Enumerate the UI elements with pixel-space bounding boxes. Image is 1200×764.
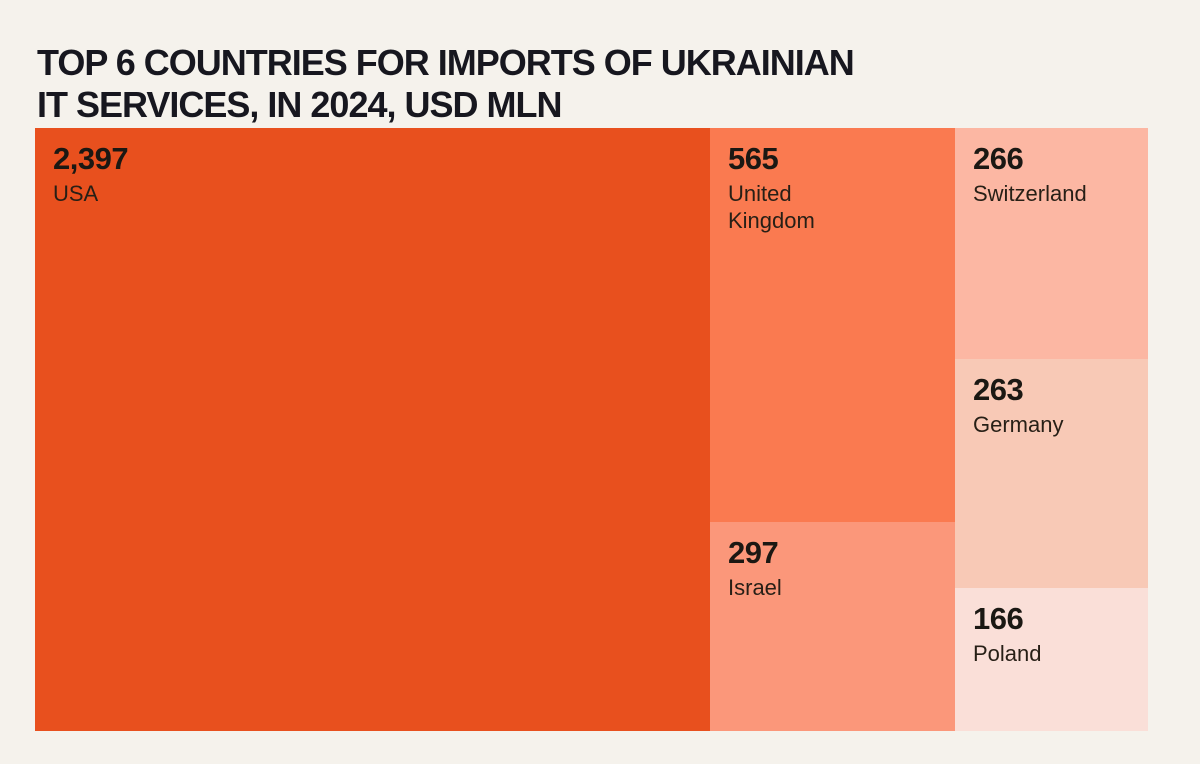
tile-value: 297 xyxy=(728,535,779,570)
tile-country-label: Germany xyxy=(973,411,1064,437)
treemap-tile-switzerland: 266 Switzerland xyxy=(955,128,1148,359)
tile-value: 2,397 xyxy=(53,141,129,176)
tile-country-label: United Kingdom xyxy=(728,180,815,234)
treemap-tile-poland: 166 Poland xyxy=(955,588,1148,731)
treemap-chart: 2,397 USA 565 United Kingdom 297 Israel … xyxy=(35,128,1148,731)
treemap-tile-germany: 263 Germany xyxy=(955,359,1148,588)
tile-country-label: Poland xyxy=(973,640,1042,666)
chart-title-line-1: TOP 6 COUNTRIES FOR IMPORTS OF UKRAINIAN xyxy=(37,42,855,84)
treemap-tile-usa: 2,397 USA xyxy=(35,128,710,731)
tile-value: 263 xyxy=(973,372,1024,407)
tile-value: 565 xyxy=(728,141,779,176)
tile-country-label: Israel xyxy=(728,574,782,600)
chart-title-line-2: IT SERVICES, IN 2024, USD MLN xyxy=(37,84,562,126)
treemap-tile-israel: 297 Israel xyxy=(710,522,955,731)
chart-title: TOP 6 COUNTRIES FOR IMPORTS OF UKRAINIAN… xyxy=(37,42,1057,126)
tile-value: 166 xyxy=(973,601,1024,636)
treemap-tile-united-kingdom: 565 United Kingdom xyxy=(710,128,955,522)
tile-value: 266 xyxy=(973,141,1024,176)
tile-country-label: USA xyxy=(53,180,99,206)
tile-country-label: Switzerland xyxy=(973,180,1087,206)
